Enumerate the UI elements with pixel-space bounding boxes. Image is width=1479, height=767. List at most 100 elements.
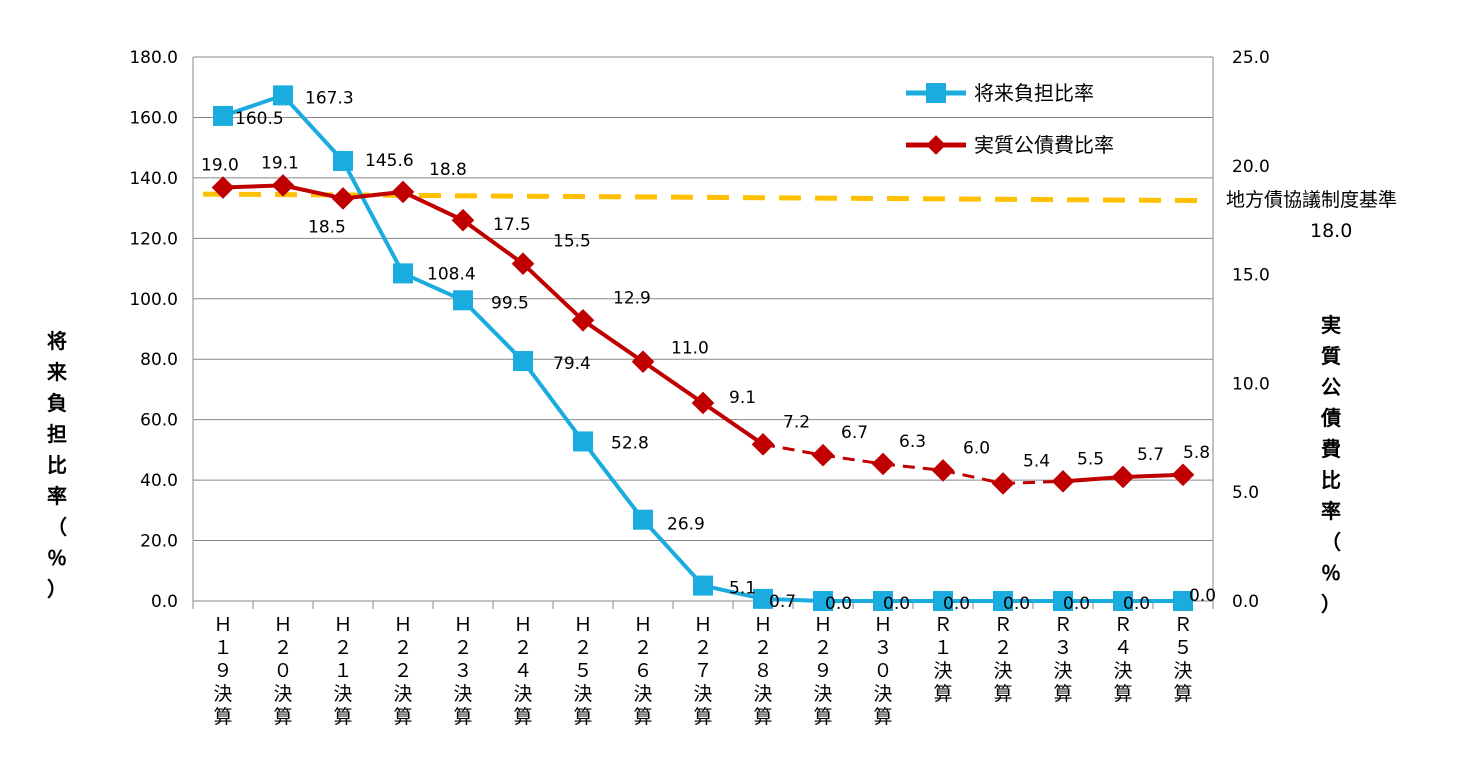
data-label-debt-service: 5.7 <box>1137 445 1164 465</box>
category-label: Ｈ２５決算 <box>573 614 592 728</box>
right-tick-label: 0.0 <box>1232 592 1259 612</box>
category-label: Ｈ２９決算 <box>813 614 832 728</box>
marker-future-burden <box>393 263 413 284</box>
data-label-debt-service: 18.5 <box>308 217 346 237</box>
series-segment-debt-service <box>282 183 344 201</box>
category-label: Ｈ２０決算 <box>273 614 292 728</box>
series-lines <box>222 93 1184 603</box>
legend: 将来負担比率 実質公債費比率 <box>906 81 1114 157</box>
right-tick-label: 10.0 <box>1232 374 1270 394</box>
grid-lines <box>193 56 1213 602</box>
data-label-debt-service: 7.2 <box>783 412 810 432</box>
category-label: Ｒ５決算 <box>1173 614 1192 705</box>
marker-future-burden <box>1113 591 1133 611</box>
data-label-future-burden: 0.0 <box>825 594 852 614</box>
data-label-debt-service: 15.5 <box>553 232 591 252</box>
marker-future-burden <box>573 431 593 452</box>
data-labels: 160.5 167.3 145.6 108.4 99.5 79.4 52.8 26.9 5.1 0… <box>201 88 1216 614</box>
marker-debt-service <box>631 350 655 373</box>
series-segment-debt-service <box>402 190 464 223</box>
data-label-future-burden: 160.5 <box>235 109 284 129</box>
data-label-debt-service: 18.8 <box>429 160 467 180</box>
data-label-debt-service: 6.3 <box>899 432 926 452</box>
left-axis-title: 将来負担比率（％） <box>46 329 68 601</box>
data-label-future-burden: 145.6 <box>365 151 414 171</box>
series-segment-debt-service <box>701 401 765 446</box>
marker-future-burden <box>213 105 233 126</box>
left-tick-label: 20.0 <box>140 532 178 552</box>
reference-line <box>202 191 1207 204</box>
category-label: Ｒ１決算 <box>933 614 952 705</box>
data-label-future-burden: 0.0 <box>1063 594 1090 614</box>
series-segment-debt-service <box>641 359 705 405</box>
right-tick-label: 25.0 <box>1232 48 1270 68</box>
right-tick-label: 15.0 <box>1232 266 1270 286</box>
marker-debt-service <box>931 459 955 482</box>
legend-label-debt-service: 実質公債費比率 <box>974 133 1114 157</box>
marker-debt-service <box>331 187 355 210</box>
marker-debt-service <box>751 433 775 456</box>
marker-future-burden <box>1053 591 1073 611</box>
series-segment-debt-service <box>521 262 585 322</box>
legend-marker-diamond <box>926 135 946 155</box>
data-label-debt-service: 5.5 <box>1077 449 1104 469</box>
left-tick-label: 80.0 <box>140 350 178 370</box>
marker-future-burden <box>333 150 353 171</box>
category-label: Ｈ１９決算 <box>213 614 232 728</box>
marker-debt-service <box>991 472 1015 495</box>
category-label: Ｒ４決算 <box>1113 614 1132 705</box>
legend-label-future-burden: 将来負担比率 <box>974 81 1094 105</box>
marker-future-burden <box>273 85 293 106</box>
data-label-future-burden: 0.0 <box>1189 586 1216 606</box>
category-label: Ｈ２４決算 <box>513 614 532 728</box>
series-segment-debt-service <box>942 468 1004 485</box>
left-tick-label: 100.0 <box>129 290 178 310</box>
data-label-future-burden: 0.0 <box>1003 594 1030 614</box>
marker-future-burden <box>513 351 533 372</box>
right-tick-label: 20.0 <box>1232 157 1270 177</box>
marker-future-burden <box>1173 591 1193 611</box>
category-label: Ｒ２決算 <box>993 614 1012 705</box>
marker-debt-service <box>871 452 895 476</box>
reference-line-label: 地方債協議制度基準 <box>1226 189 1397 211</box>
category-label: Ｈ２６決算 <box>633 614 652 728</box>
left-tick-label: 0.0 <box>151 592 178 612</box>
data-label-future-burden: 99.5 <box>491 293 529 313</box>
series-segment-debt-service <box>822 453 884 466</box>
left-tick-label: 120.0 <box>129 229 178 249</box>
category-label: Ｈ２８決算 <box>753 614 772 728</box>
legend-marker-square <box>926 83 946 103</box>
marker-future-burden <box>873 591 893 611</box>
left-tick-label: 140.0 <box>129 169 178 189</box>
data-label-debt-service: 19.0 <box>201 156 239 176</box>
data-label-future-burden: 5.1 <box>729 579 756 599</box>
category-label: Ｈ３０決算 <box>873 614 892 728</box>
data-label-debt-service: 11.0 <box>671 339 709 359</box>
category-label: Ｈ２２決算 <box>393 614 412 728</box>
data-label-debt-service: 6.7 <box>841 423 868 443</box>
category-labels: Ｈ１９決算 Ｈ２０決算 Ｈ２１決算 Ｈ２２決算 Ｈ２３決算 Ｈ２４決算 Ｈ２５決算 Ｈ２６決算… <box>213 614 1192 728</box>
left-tick-label: 180.0 <box>129 48 178 68</box>
marker-future-burden <box>753 588 773 609</box>
right-axis-ticks: 0.0 5.0 10.0 15.0 20.0 25.0 <box>1232 48 1270 612</box>
marker-future-burden <box>993 591 1013 611</box>
data-label-future-burden: 26.9 <box>667 515 705 535</box>
reference-line-dashed <box>202 191 1207 204</box>
data-label-future-burden: 0.0 <box>1123 594 1150 614</box>
data-label-debt-service: 5.8 <box>1183 443 1210 463</box>
series-segment-debt-service <box>461 218 525 266</box>
data-label-debt-service: 6.0 <box>963 438 990 458</box>
marker-debt-service <box>811 443 835 467</box>
marker-debt-service <box>391 180 415 204</box>
category-label: Ｒ３決算 <box>1053 614 1072 705</box>
left-axis-ticks: 0.0 20.0 40.0 60.0 80.0 100.0 120.0 140.0 160.0 1… <box>129 48 178 612</box>
data-label-future-burden: 0.7 <box>769 592 796 612</box>
right-tick-label: 5.0 <box>1232 483 1259 503</box>
data-label-debt-service: 17.5 <box>493 215 531 235</box>
series-segment-debt-service <box>581 318 645 364</box>
marker-future-burden <box>633 509 653 530</box>
data-label-future-burden: 79.4 <box>553 354 591 374</box>
category-label: Ｈ２１決算 <box>333 614 352 728</box>
data-label-future-burden: 52.8 <box>611 433 649 453</box>
